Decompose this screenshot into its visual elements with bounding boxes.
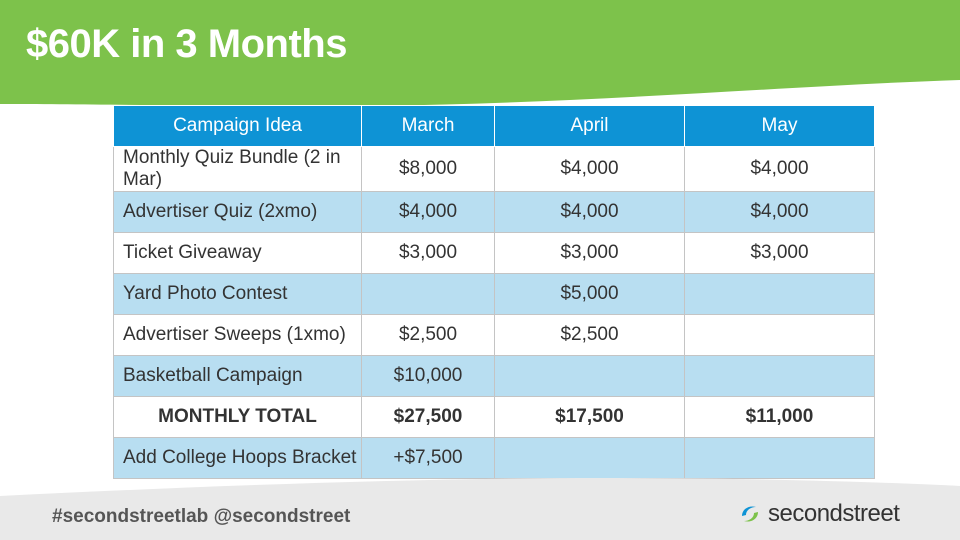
march-value-cell: $4,000 — [361, 191, 495, 233]
table-row: Advertiser Quiz (2xmo) $4,000 $4,000 $4,… — [113, 191, 875, 233]
footer-gray-wave — [0, 478, 960, 540]
campaign-name-cell: Basketball Campaign — [113, 355, 362, 397]
april-value-cell — [494, 437, 685, 479]
page-title: $60K in 3 Months — [26, 22, 347, 66]
swoosh-logo-icon — [742, 506, 758, 522]
may-value-cell — [684, 355, 875, 397]
april-value-cell — [494, 355, 685, 397]
may-total-cell: $11,000 — [684, 396, 875, 438]
campaign-table: Campaign Idea March April May Monthly Qu… — [113, 105, 875, 479]
march-value-cell: $10,000 — [361, 355, 495, 397]
march-value-cell: +$7,500 — [361, 437, 495, 479]
table-row: Monthly Quiz Bundle (2 in Mar) $8,000 $4… — [113, 146, 875, 192]
march-value-cell — [361, 273, 495, 315]
table-row: Basketball Campaign $10,000 — [113, 355, 875, 397]
column-header-april: April — [494, 105, 685, 147]
campaign-name-cell: Yard Photo Contest — [113, 273, 362, 315]
march-value-cell: $8,000 — [361, 146, 495, 192]
campaign-name-cell: Add College Hoops Bracket — [113, 437, 362, 479]
april-value-cell: $3,000 — [494, 232, 685, 274]
footer-hashtags: #secondstreetlab @secondstreet — [52, 506, 351, 527]
monthly-total-label: MONTHLY TOTAL — [113, 396, 362, 438]
monthly-total-row: MONTHLY TOTAL $27,500 $17,500 $11,000 — [113, 396, 875, 438]
april-value-cell: $4,000 — [494, 191, 685, 233]
campaign-name-cell: Advertiser Quiz (2xmo) — [113, 191, 362, 233]
column-header-may: May — [684, 105, 875, 147]
campaign-name-cell: Ticket Giveaway — [113, 232, 362, 274]
may-value-cell — [684, 437, 875, 479]
may-value-cell: $4,000 — [684, 146, 875, 192]
table-row: Add College Hoops Bracket +$7,500 — [113, 437, 875, 479]
may-value-cell — [684, 314, 875, 356]
table-row: Yard Photo Contest $5,000 — [113, 273, 875, 315]
april-value-cell: $4,000 — [494, 146, 685, 192]
logo-text: secondstreet — [768, 500, 900, 527]
may-value-cell — [684, 273, 875, 315]
march-total-cell: $27,500 — [361, 396, 495, 438]
may-value-cell: $3,000 — [684, 232, 875, 274]
campaign-name-cell: Advertiser Sweeps (1xmo) — [113, 314, 362, 356]
april-value-cell: $2,500 — [494, 314, 685, 356]
march-value-cell: $2,500 — [361, 314, 495, 356]
column-header-campaign-idea: Campaign Idea — [113, 105, 362, 147]
column-header-march: March — [361, 105, 495, 147]
april-value-cell: $5,000 — [494, 273, 685, 315]
april-total-cell: $17,500 — [494, 396, 685, 438]
table-header-row: Campaign Idea March April May — [113, 105, 875, 147]
march-value-cell: $3,000 — [361, 232, 495, 274]
header-green-wave — [0, 0, 960, 106]
table-row: Ticket Giveaway $3,000 $3,000 $3,000 — [113, 232, 875, 274]
campaign-name-cell: Monthly Quiz Bundle (2 in Mar) — [113, 146, 362, 192]
table-row: Advertiser Sweeps (1xmo) $2,500 $2,500 — [113, 314, 875, 356]
may-value-cell: $4,000 — [684, 191, 875, 233]
secondstreet-logo: secondstreet — [738, 500, 900, 528]
